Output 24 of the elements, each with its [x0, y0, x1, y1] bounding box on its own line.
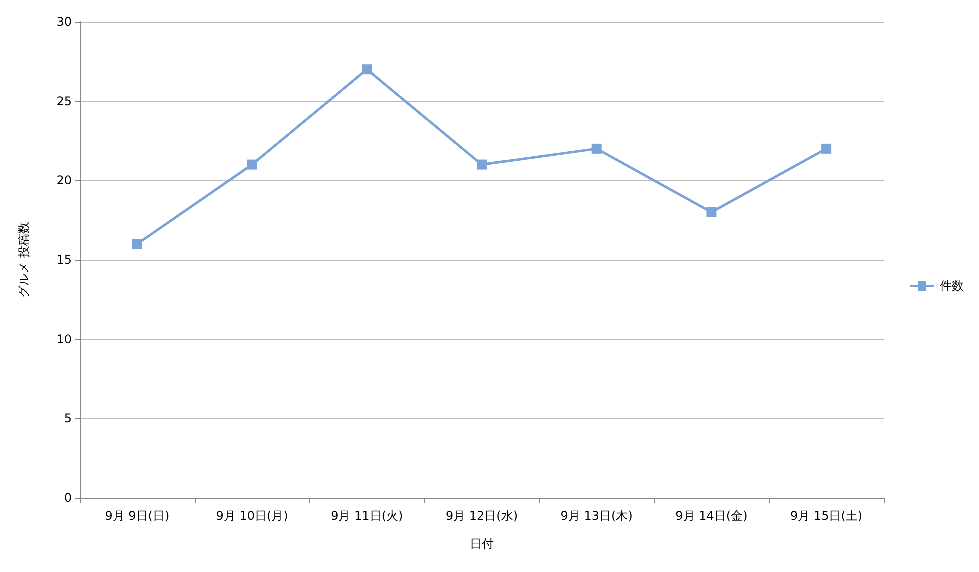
point: [132, 239, 142, 250]
y-tick-label: 20: [56, 174, 72, 188]
point: [822, 144, 832, 154]
y-tick-label: 30: [56, 15, 72, 29]
y-axis-title: グルメ 投稿数: [17, 222, 31, 298]
point: [247, 160, 258, 170]
point: [706, 207, 717, 218]
y-tick-label: 15: [56, 253, 72, 267]
x-tick-label: 9月 9日(日): [105, 509, 170, 523]
x-axis-title: 日付: [470, 537, 494, 551]
x-tick-label: 9月 10日(月): [216, 509, 288, 523]
y-tick-label: 5: [64, 412, 72, 426]
point: [592, 144, 602, 154]
x-tick-label: 9月 13日(木): [560, 509, 633, 523]
point: [477, 160, 487, 170]
y-tick-label: 10: [56, 332, 72, 346]
y-tick-label: 0: [64, 491, 72, 505]
x-tick-label: 9月 14日(金): [676, 509, 748, 523]
x-tick-label: 9月 12日(水): [446, 509, 518, 523]
x-tick-label: 9月 11日(火): [331, 509, 404, 523]
legend-label: 件数: [940, 279, 964, 293]
x-tick-label: 9月 15日(土): [790, 509, 863, 523]
point: [362, 64, 372, 75]
y-tick-label: 25: [56, 94, 72, 108]
